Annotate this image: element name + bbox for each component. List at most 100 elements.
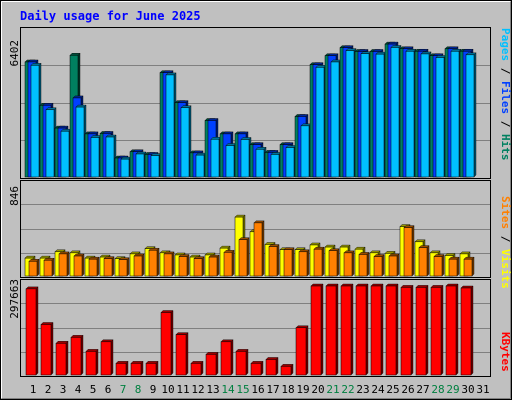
bar-sites-day-5 (88, 256, 100, 277)
bar-pages-day-13 (210, 136, 222, 178)
bar-sites-day-29 (448, 256, 460, 277)
x-axis-day-label: 10 (161, 383, 174, 396)
bar-kbytes-day-24 (370, 283, 384, 376)
bar-sites-day-21 (328, 248, 340, 277)
bar-sites-day-23 (358, 251, 370, 277)
x-axis-day-label: 25 (386, 383, 399, 396)
bar-kbytes-day-19 (295, 325, 309, 376)
x-axis-day-label: 11 (176, 383, 189, 396)
bar-kbytes-day-2 (40, 321, 54, 376)
bar-pages-day-27 (420, 51, 432, 178)
x-axis-day-label: 4 (75, 383, 82, 396)
bar-kbytes-day-12 (190, 360, 204, 376)
bar-sites-day-7 (118, 257, 130, 277)
x-axis-day-label: 6 (105, 383, 112, 396)
bar-sites-day-6 (103, 256, 115, 277)
x-axis-day-label: 29 (446, 383, 459, 396)
x-axis-day-label: 19 (296, 383, 309, 396)
panel-hits-files-pages: 6402 Pages / Files / Hits (8, 27, 512, 179)
panel-sites-visits: 846 Sites / Visits (8, 180, 512, 289)
bar-sites-day-15 (238, 237, 250, 277)
bar-pages-day-23 (360, 51, 372, 178)
panel-mid-max-label: 846 (8, 186, 21, 206)
bar-kbytes-day-5 (85, 348, 99, 376)
bar-kbytes-day-9 (145, 360, 159, 376)
bar-sites-day-30 (463, 256, 475, 277)
chart-title: Daily usage for June 2025 (20, 9, 201, 23)
bar-kbytes-day-30 (460, 285, 474, 376)
x-axis-day-label: 12 (191, 383, 204, 396)
x-axis-day-label: 22 (341, 383, 354, 396)
legend-entry: Files (499, 81, 512, 114)
bar-kbytes-day-6 (100, 339, 114, 376)
bar-pages-day-17 (270, 151, 282, 178)
x-axis-day-label: 1 (30, 383, 37, 396)
x-axis-day-label: 28 (431, 383, 444, 396)
bar-sites-day-11 (178, 254, 190, 277)
bar-pages-day-25 (390, 44, 402, 178)
bar-pages-day-1 (30, 62, 42, 178)
bar-pages-day-18 (285, 145, 297, 178)
bar-pages-day-24 (375, 51, 387, 178)
x-axis-day-label: 26 (401, 383, 414, 396)
x-axis-day-label: 27 (416, 383, 429, 396)
bar-kbytes-day-21 (325, 283, 339, 376)
legend-entry: Pages (499, 28, 512, 61)
bar-sites-day-2 (43, 257, 55, 277)
bar-pages-day-21 (330, 59, 342, 178)
bar-pages-day-16 (255, 146, 267, 178)
panel-bot-max-label: 297663 (8, 279, 21, 319)
bar-kbytes-day-23 (355, 283, 369, 376)
bar-sites-day-3 (58, 251, 70, 277)
legend-entry: Hits (499, 134, 512, 161)
legend-entry: / (499, 229, 512, 249)
bar-pages-day-30 (465, 52, 477, 178)
bar-kbytes-day-16 (250, 360, 264, 376)
bar-sites-day-1 (28, 258, 40, 277)
x-axis-day-label: 16 (251, 383, 264, 396)
bar-kbytes-day-17 (265, 356, 279, 376)
bar-pages-day-29 (450, 48, 462, 178)
bar-kbytes-day-14 (220, 339, 234, 376)
x-axis-day-label: 14 (221, 383, 235, 396)
x-axis-day-label: 24 (371, 383, 385, 396)
bar-pages-day-22 (345, 48, 357, 178)
bar-pages-day-19 (300, 123, 312, 178)
x-axis-day-label: 13 (206, 383, 219, 396)
bar-sites-day-17 (268, 244, 280, 277)
bar-pages-day-11 (180, 105, 192, 178)
x-axis-day-label: 21 (326, 383, 339, 396)
bar-pages-day-7 (120, 156, 132, 178)
bar-sites-day-26 (403, 225, 415, 277)
bar-pages-day-15 (240, 136, 252, 178)
bar-pages-day-9 (150, 153, 162, 178)
x-axis-day-labels: 1 2 3 4 5 6 7 8 9 10 11 12 13 14 15 16 17 18 19 20 21 22 23 24 2… (30, 383, 490, 396)
x-axis-day-label: 9 (150, 383, 157, 396)
bar-pages-day-10 (165, 72, 177, 178)
bar-kbytes-day-18 (280, 363, 294, 376)
legend-entry: KBytes (499, 332, 512, 372)
bar-pages-day-26 (405, 48, 417, 178)
bar-pages-day-28 (435, 55, 447, 178)
bar-kbytes-day-15 (235, 348, 249, 376)
bar-sites-day-19 (298, 249, 310, 277)
bar-sites-day-14 (223, 249, 235, 277)
panel-mid-bars (24, 214, 475, 277)
legend-entry: Visits (499, 249, 512, 289)
bar-pages-day-8 (135, 151, 147, 178)
bar-kbytes-day-1 (25, 286, 39, 376)
x-axis-day-label: 31 (476, 383, 489, 396)
bar-kbytes-day-3 (55, 340, 69, 376)
panel-bot-legend: KBytes (499, 332, 512, 372)
bar-pages-day-5 (90, 134, 102, 178)
bar-sites-day-20 (313, 246, 325, 277)
bar-kbytes-day-4 (70, 334, 84, 376)
x-axis-day-label: 23 (356, 383, 369, 396)
panel-top-bars (24, 41, 477, 178)
bar-kbytes-day-22 (340, 283, 354, 376)
bar-kbytes-day-10 (160, 310, 174, 376)
bar-sites-day-22 (343, 250, 355, 277)
x-axis-day-label: 2 (45, 383, 52, 396)
panel-top-legend: Pages / Files / Hits (499, 28, 512, 161)
panel-top-max-label: 6402 (8, 40, 21, 67)
